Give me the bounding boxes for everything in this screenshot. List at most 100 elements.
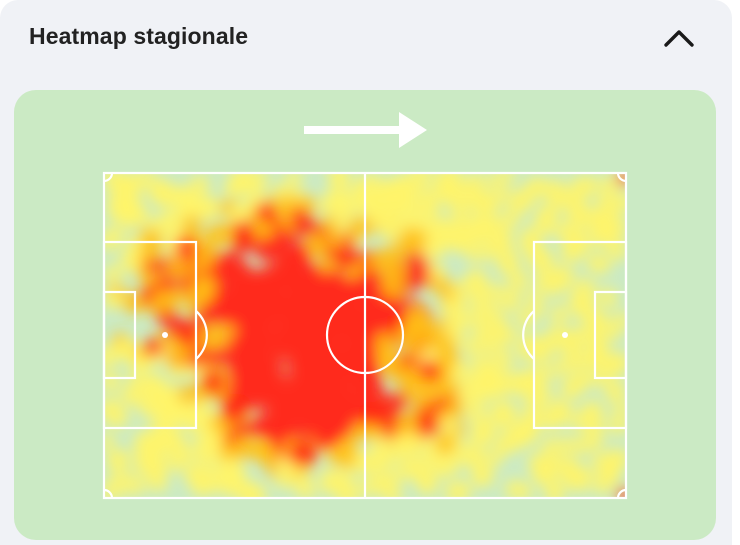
heat-blob [358, 478, 377, 497]
heat-blob [441, 379, 461, 400]
heat-blob [123, 474, 146, 496]
heat-blob [493, 234, 514, 256]
heat-blob [255, 202, 276, 223]
heat-blob [321, 215, 338, 232]
heat-blob [608, 414, 626, 435]
heat-blob [515, 368, 540, 393]
heat-blob [477, 360, 495, 378]
heat-blob [119, 173, 137, 190]
heat-blob [434, 433, 456, 455]
heat-blob [220, 464, 243, 487]
heat-blob [329, 173, 350, 187]
heat-blob [323, 371, 345, 394]
heat-blob [613, 311, 626, 328]
heat-blob [120, 387, 139, 406]
heat-blob [412, 466, 430, 484]
heat-blob [215, 250, 242, 278]
heat-blob [587, 214, 606, 232]
heat-blob [104, 225, 124, 245]
heat-blob [437, 453, 461, 477]
heat-blob [198, 324, 224, 351]
heat-blob [104, 397, 122, 421]
heat-blob [613, 399, 626, 417]
heat-blob [421, 187, 441, 207]
heat-blob [132, 455, 151, 473]
heat-blob [266, 292, 291, 316]
center-circle [325, 295, 405, 375]
heat-blob [143, 337, 163, 357]
heat-blob [466, 448, 486, 469]
card-title: Heatmap stagionale [29, 23, 249, 49]
heat-blob [436, 218, 454, 236]
heat-blob [598, 287, 618, 308]
heat-blob [555, 223, 572, 241]
heat-blob [395, 364, 421, 390]
heat-blob [158, 398, 182, 422]
heat-blob [499, 173, 516, 184]
heat-blob [104, 371, 121, 392]
heat-blob [405, 228, 429, 251]
heat-blob [463, 337, 484, 358]
heat-blob [231, 435, 256, 460]
card-header: Heatmap stagionale [0, 0, 732, 80]
collapse-button[interactable] [658, 20, 700, 56]
heat-blob [450, 200, 472, 222]
heat-blob [284, 303, 306, 324]
left-penalty-spot [162, 332, 168, 338]
heat-blob [189, 174, 210, 195]
heat-blob [527, 247, 550, 269]
heat-blob [319, 476, 338, 495]
heat-blob [358, 401, 384, 427]
heat-blob [174, 236, 198, 259]
heat-blob [541, 436, 560, 455]
left-penalty-arc [195, 310, 208, 360]
heat-blob [244, 269, 267, 292]
heat-blob [396, 323, 418, 346]
heat-blob [551, 358, 570, 378]
heat-blob [608, 381, 626, 399]
heat-blob [190, 280, 215, 305]
heat-blob [226, 173, 250, 197]
heat-blob [448, 359, 469, 380]
heat-blob [264, 419, 294, 448]
heat-blob [550, 304, 570, 325]
heat-blob [605, 215, 626, 239]
heat-blob [399, 197, 423, 222]
heat-blob [243, 362, 265, 384]
heat-blob [285, 173, 303, 188]
heat-blob [564, 350, 588, 374]
heat-blob [583, 429, 605, 451]
heat-blob [117, 206, 140, 230]
heat-blob [393, 464, 411, 482]
heat-blob [504, 205, 523, 224]
heat-blob [605, 355, 626, 376]
heat-blob [464, 401, 488, 424]
heat-blob [326, 230, 346, 249]
heat-blob [541, 203, 560, 222]
heat-blob [212, 224, 233, 245]
heat-blob [580, 175, 599, 195]
chevron-up-icon [664, 30, 694, 47]
heat-blob [495, 186, 512, 203]
heatmap-canvas [14, 90, 716, 540]
heat-blob [193, 243, 218, 267]
heat-blob [120, 290, 137, 307]
heat-blob [587, 228, 606, 247]
heat-blob [334, 246, 358, 271]
heat-blob [272, 182, 290, 200]
heat-blob [578, 370, 597, 389]
arrow-right-icon [304, 112, 427, 148]
heat-blob [253, 330, 277, 354]
heat-blob [130, 357, 148, 375]
heat-blob [318, 195, 337, 214]
heat-blob [344, 342, 375, 372]
heat-blob [173, 443, 195, 466]
heat-blob [201, 370, 226, 395]
heat-blob [413, 323, 440, 350]
heat-blob [413, 379, 440, 406]
heat-blob [571, 296, 596, 320]
heat-blob [150, 288, 176, 314]
right-penalty-arc [522, 310, 535, 360]
heat-blob [254, 238, 278, 262]
